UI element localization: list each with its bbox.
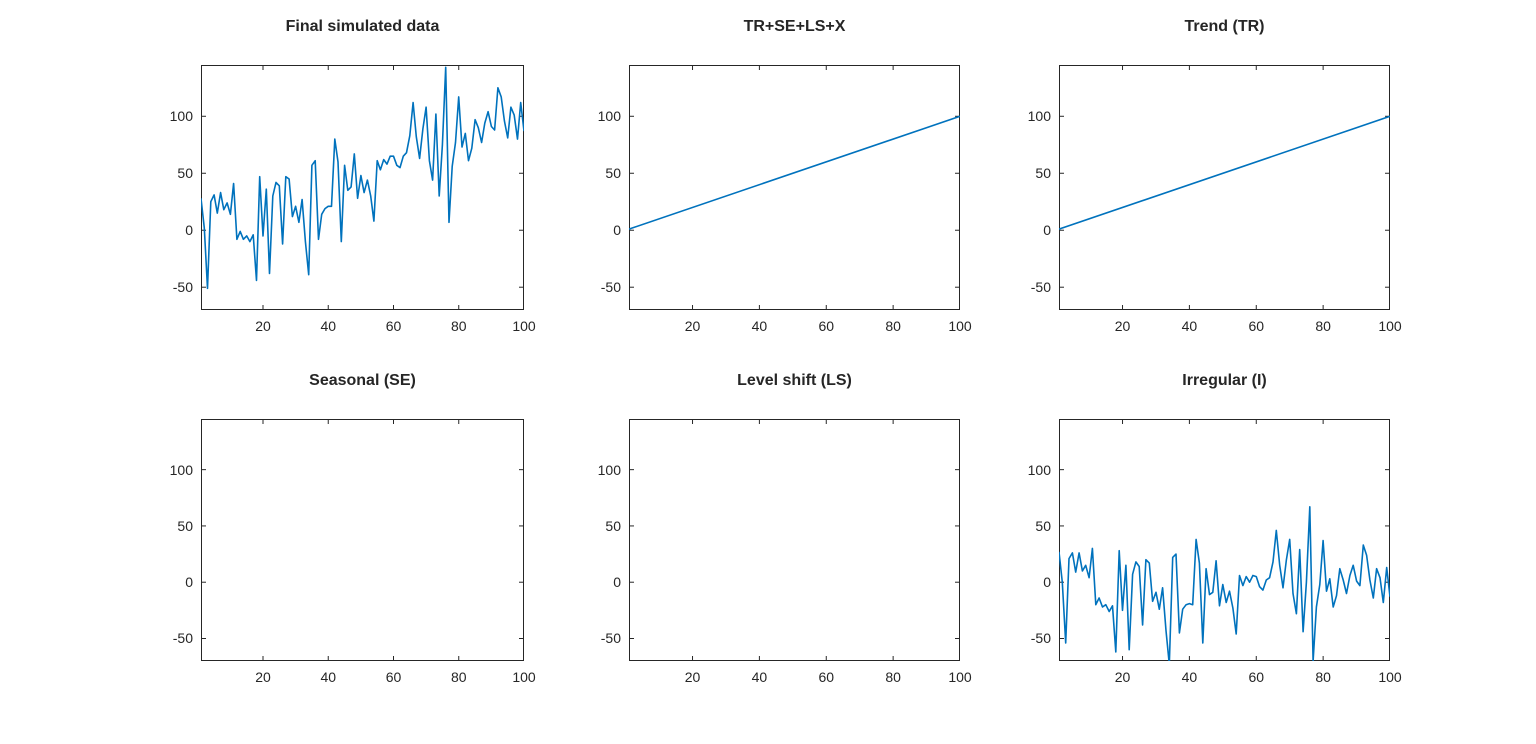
x-tick-label: 100 xyxy=(512,669,536,685)
plot-title: Seasonal (SE) xyxy=(309,372,416,389)
x-tick-label: 40 xyxy=(320,669,337,685)
subplot-tr-se-ls-x: TR+SE+LS+X 20 40 60 80 100 -50 0 50 100 xyxy=(559,18,972,341)
y-tick-label: 100 xyxy=(169,108,193,125)
plot-canvas xyxy=(1059,419,1390,661)
y-tick-label: -50 xyxy=(600,279,621,296)
y-tick-label: 50 xyxy=(1035,517,1051,534)
y-tick-label: -50 xyxy=(1030,279,1051,296)
x-tick-label: 40 xyxy=(751,318,768,334)
x-tick-label: 60 xyxy=(818,318,835,334)
plot-axes xyxy=(629,65,960,310)
y-tick-label: -50 xyxy=(172,279,193,296)
y-tick-label: -50 xyxy=(1030,630,1051,647)
y-tick-label: 50 xyxy=(605,165,621,182)
x-tick-label: 60 xyxy=(1248,669,1265,685)
x-tick-label: 80 xyxy=(1315,318,1331,334)
x-tick-label: 60 xyxy=(385,669,402,685)
subplot-level-shift: Level shift (LS) 20 40 60 80 100 -50 0 50 100 xyxy=(559,372,972,692)
data-line xyxy=(201,66,524,290)
y-tick-label: 100 xyxy=(597,461,621,478)
plot-canvas xyxy=(201,419,524,661)
x-tick-label: 100 xyxy=(948,318,972,334)
plot-canvas xyxy=(629,419,960,661)
plot-title: Level shift (LS) xyxy=(737,372,852,389)
x-tick-label: 20 xyxy=(255,318,271,334)
x-tick-label: 20 xyxy=(255,669,271,685)
axes-box xyxy=(1059,65,1390,310)
y-tick-label: 100 xyxy=(169,461,193,478)
data-line xyxy=(629,115,960,230)
x-tick-label: 100 xyxy=(512,318,536,334)
x-tick-label: 100 xyxy=(1378,669,1402,685)
y-tick-label: 100 xyxy=(597,108,621,125)
axes-box xyxy=(201,419,524,661)
y-tick-label: 0 xyxy=(613,574,621,591)
plot-canvas xyxy=(629,65,960,310)
x-tick-label: 20 xyxy=(684,669,701,685)
x-tick-label: 40 xyxy=(320,318,337,334)
x-tick-label: 80 xyxy=(885,318,901,334)
subplot-trend: Trend (TR) 20 40 60 80 100 -50 0 50 100 xyxy=(989,18,1402,341)
plot-title: Trend (TR) xyxy=(1184,18,1265,35)
y-tick-label: -50 xyxy=(600,630,621,647)
plot-axes xyxy=(1059,419,1390,661)
x-tick-label: 100 xyxy=(948,669,972,685)
x-tick-label: 40 xyxy=(1181,318,1198,334)
subplot-seasonal: Seasonal (SE) 20 40 60 80 100 -50 0 50 100 xyxy=(131,372,536,692)
x-tick-label: 80 xyxy=(1315,669,1331,685)
y-tick-label: 0 xyxy=(1043,222,1051,239)
y-tick-label: 50 xyxy=(605,517,621,534)
plot-canvas xyxy=(201,65,524,310)
y-tick-label: 0 xyxy=(1043,574,1051,591)
x-tick-label: 60 xyxy=(1248,318,1265,334)
y-tick-label: 100 xyxy=(1027,108,1051,125)
plot-title: TR+SE+LS+X xyxy=(743,18,846,35)
plot-title: Irregular (I) xyxy=(1182,372,1267,389)
y-tick-label: 0 xyxy=(185,222,193,239)
x-tick-label: 40 xyxy=(1181,669,1198,685)
x-tick-label: 20 xyxy=(1114,318,1131,334)
x-tick-label: 60 xyxy=(818,669,835,685)
subplot-final-simulated-data: Final simulated data 20 40 60 80 100 -50 0 50 10… xyxy=(131,18,536,341)
plot-axes xyxy=(201,65,524,310)
y-tick-label: 0 xyxy=(185,574,193,591)
y-tick-label: 100 xyxy=(1027,461,1051,478)
x-tick-label: 60 xyxy=(385,318,402,334)
plot-title: Final simulated data xyxy=(285,18,440,35)
axes-box xyxy=(201,65,524,310)
x-tick-label: 80 xyxy=(450,318,467,334)
axes-box xyxy=(1059,419,1390,661)
data-line xyxy=(1059,506,1390,661)
y-tick-label: 50 xyxy=(1035,165,1051,182)
y-tick-label: 0 xyxy=(613,222,621,239)
x-tick-label: 40 xyxy=(751,669,768,685)
y-tick-label: 50 xyxy=(177,517,193,534)
plot-axes xyxy=(629,419,960,661)
x-tick-label: 20 xyxy=(684,318,701,334)
x-tick-label: 100 xyxy=(1378,318,1402,334)
subplot-irregular: Irregular (I) 20 40 60 80 100 -50 0 50 100 xyxy=(989,372,1402,692)
axes-box xyxy=(629,419,960,661)
x-tick-label: 20 xyxy=(1114,669,1131,685)
y-tick-label: 50 xyxy=(177,165,193,182)
data-line xyxy=(1059,115,1390,230)
plot-axes xyxy=(201,419,524,661)
x-tick-label: 80 xyxy=(450,669,467,685)
plot-axes xyxy=(1059,65,1390,310)
x-tick-label: 80 xyxy=(885,669,901,685)
plot-canvas xyxy=(1059,65,1390,310)
axes-box xyxy=(629,65,960,310)
y-tick-label: -50 xyxy=(172,630,193,647)
